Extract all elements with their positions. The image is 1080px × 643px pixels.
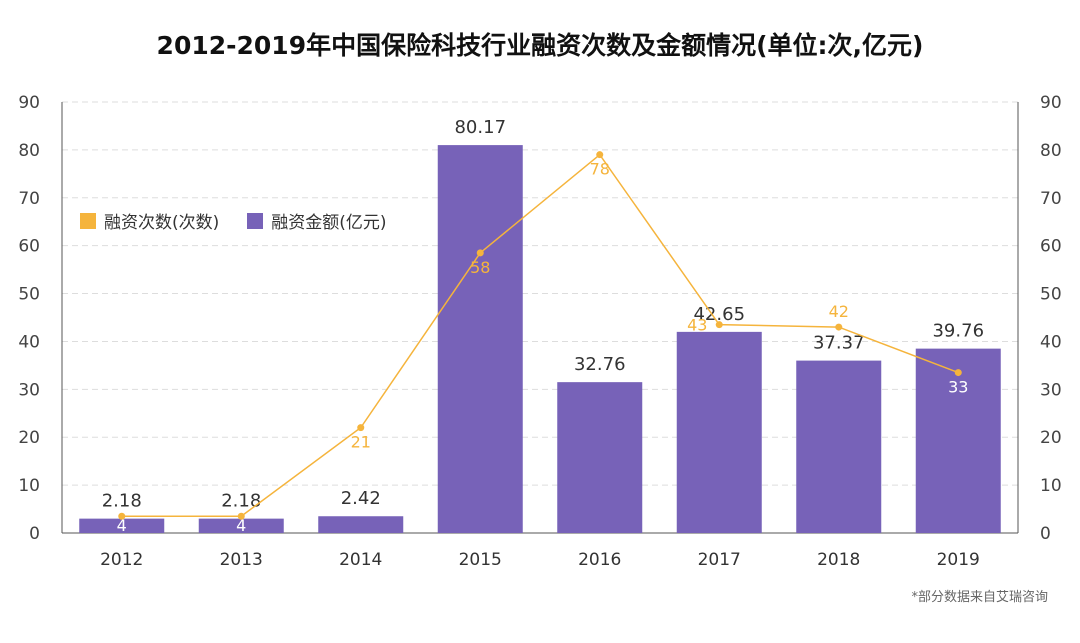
legend-item-count: 融资次数(次数) (80, 208, 219, 233)
y-tick-label: 50 (18, 285, 40, 305)
chart-title: 2012-2019年中国保险科技行业融资次数及金额情况(单位:次,亿元) (156, 31, 924, 60)
y2-tick-label: 50 (1040, 285, 1062, 305)
bar (676, 331, 762, 533)
count-value-label: 4 (236, 516, 246, 535)
y-tick-label: 90 (18, 93, 40, 113)
y-tick-label: 30 (18, 380, 40, 400)
count-point (118, 512, 126, 520)
bar-value-label: 80.17 (454, 117, 506, 138)
x-tick-label: 2012 (100, 550, 143, 570)
bar (557, 382, 643, 533)
count-point (476, 249, 484, 257)
count-point (357, 424, 365, 432)
count-value-label: 42 (829, 302, 849, 321)
bar-value-label: 2.18 (102, 491, 142, 512)
bar (198, 518, 284, 533)
count-value-label: 33 (948, 378, 968, 397)
x-tick-label: 2016 (578, 550, 621, 570)
y-tick-label: 20 (18, 428, 40, 448)
bar-value-label: 42.65 (693, 304, 745, 325)
bar-value-label: 39.76 (932, 321, 984, 342)
count-point (237, 512, 245, 520)
x-tick-label: 2017 (698, 550, 741, 570)
bar-value-label: 2.18 (221, 491, 261, 512)
legend-label-count: 融资次数(次数) (104, 213, 220, 233)
y-tick-label: 0 (29, 524, 40, 544)
x-tick-label: 2013 (220, 550, 263, 570)
legend-label-amount: 融资金额(亿元) (271, 213, 387, 233)
legend: 融资次数(次数) 融资金额(亿元) (80, 208, 387, 233)
legend-swatch-amount (247, 212, 264, 229)
bar (915, 348, 1001, 533)
x-tick-label: 2014 (339, 550, 382, 570)
x-tick-label: 2018 (817, 550, 860, 570)
y2-tick-label: 40 (1040, 332, 1062, 352)
y2-tick-label: 30 (1040, 380, 1062, 400)
legend-swatch-count (80, 212, 96, 229)
y-tick-label: 10 (18, 476, 40, 496)
count-point (715, 321, 723, 329)
count-value-label: 78 (590, 160, 610, 179)
y-tick-label: 80 (18, 141, 40, 161)
count-value-label: 43 (687, 316, 707, 335)
y2-tick-label: 70 (1040, 189, 1062, 209)
count-line (121, 153, 959, 517)
count-value-label: 4 (117, 516, 127, 535)
count-point (954, 369, 962, 377)
legend-item-amount: 融资金额(亿元) (247, 208, 387, 233)
y2-tick-label: 90 (1040, 93, 1062, 113)
source-note: *部分数据来自艾瑞咨询 (911, 590, 1048, 605)
count-point (596, 151, 604, 159)
x-tick-label: 2015 (459, 550, 502, 570)
bar-value-label: 2.42 (341, 488, 381, 509)
y2-tick-label: 80 (1040, 141, 1062, 161)
y-tick-label: 40 (18, 332, 40, 352)
y-tick-label: 60 (18, 237, 40, 257)
count-value-label: 21 (351, 433, 371, 452)
bar-value-label: 32.76 (574, 354, 626, 375)
bar (318, 516, 404, 533)
y2-tick-label: 0 (1040, 524, 1051, 544)
bar (79, 518, 165, 533)
y2-tick-label: 20 (1040, 428, 1062, 448)
bar (437, 145, 523, 533)
bar (796, 360, 882, 533)
y-tick-label: 70 (18, 189, 40, 209)
x-tick-label: 2019 (937, 550, 980, 570)
count-value-label: 58 (470, 258, 490, 277)
y2-tick-label: 60 (1040, 237, 1062, 257)
bar-value-label: 37.37 (813, 333, 865, 354)
count-point (835, 323, 843, 331)
y2-tick-label: 10 (1040, 476, 1062, 496)
